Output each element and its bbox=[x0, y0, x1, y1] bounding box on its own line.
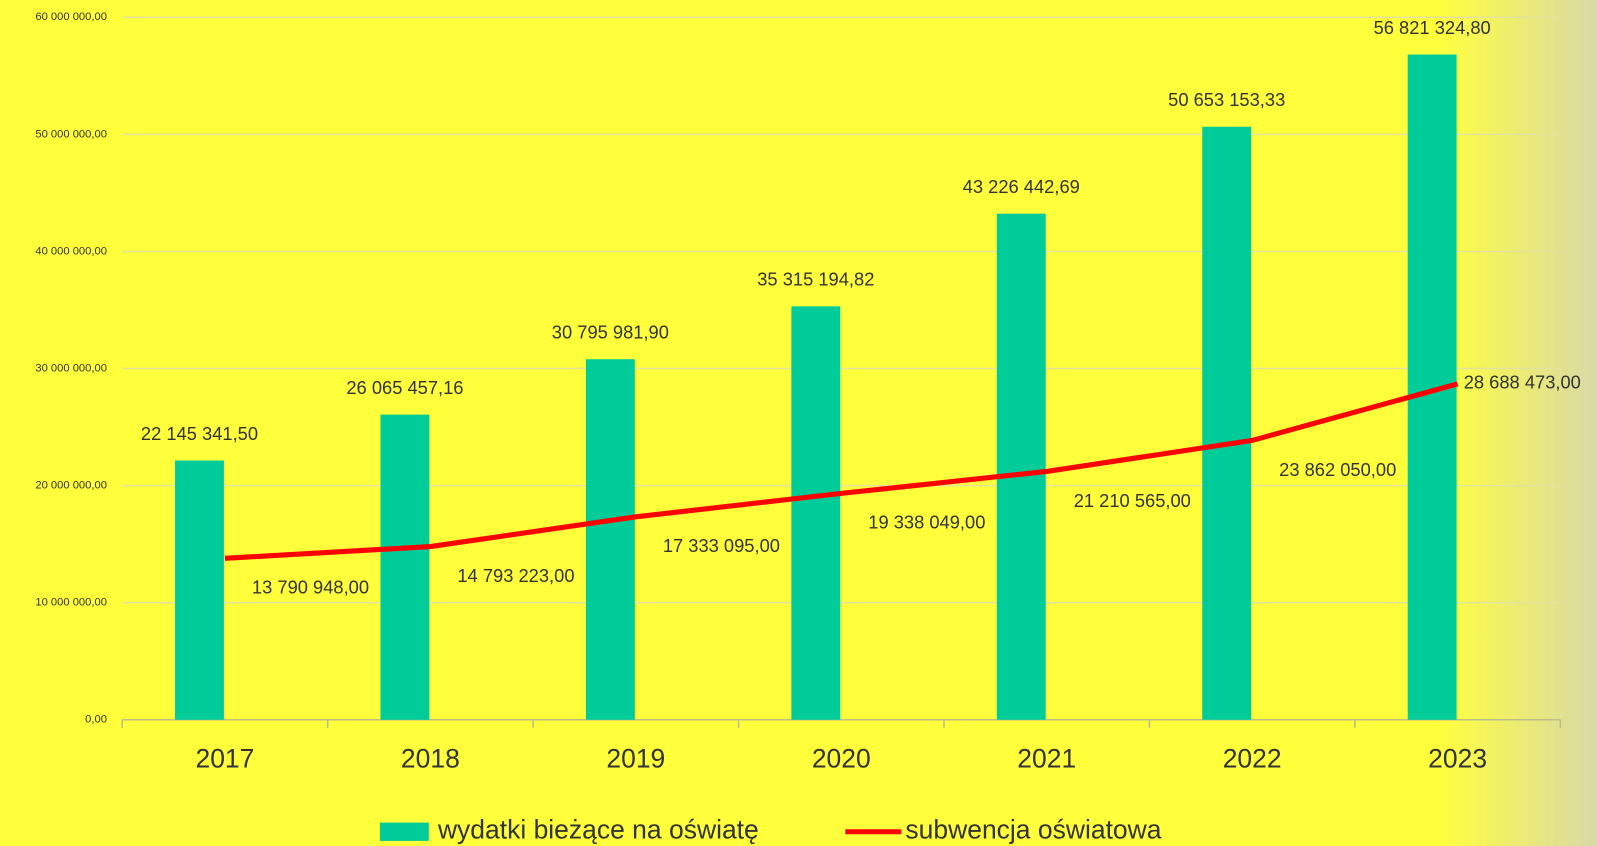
line-value-label: 14 793 223,00 bbox=[457, 565, 574, 586]
legend-swatch bbox=[379, 822, 429, 841]
line-value-label: 13 790 948,00 bbox=[252, 577, 369, 598]
bar-value-label: 26 065 457,16 bbox=[346, 377, 463, 398]
line-value-label: 28 688 473,00 bbox=[1464, 372, 1581, 393]
x-tick-label: 2022 bbox=[1223, 743, 1282, 773]
bar-value-label: 35 315 194,82 bbox=[757, 269, 874, 290]
y-tick-label: 10 000 000,00 bbox=[35, 597, 107, 609]
bar bbox=[175, 460, 224, 720]
line bbox=[224, 381, 1459, 561]
y-tick-label: 50 000 000,00 bbox=[35, 128, 107, 140]
bar bbox=[585, 359, 635, 720]
bar bbox=[996, 213, 1046, 720]
bar bbox=[791, 306, 841, 720]
x-tick-label: 2019 bbox=[606, 743, 665, 773]
bar-value-label: 30 795 981,90 bbox=[552, 322, 669, 343]
bar bbox=[380, 414, 430, 720]
y-tick-label: 60 000 000,00 bbox=[35, 11, 107, 23]
x-tick-label: 2020 bbox=[812, 743, 871, 773]
y-tick-label: 40 000 000,00 bbox=[35, 245, 107, 257]
x-tick-label: 2023 bbox=[1428, 743, 1487, 773]
y-tick-label: 20 000 000,00 bbox=[35, 480, 107, 492]
bar-value-label: 22 145 341,50 bbox=[141, 423, 258, 444]
x-tick-label: 2018 bbox=[401, 743, 460, 773]
bar-value-label: 50 653 153,33 bbox=[1168, 89, 1285, 110]
bar-value-label: 43 226 442,69 bbox=[963, 176, 1080, 197]
line-value-label: 19 338 049,00 bbox=[868, 512, 985, 533]
bar-value-label: 56 821 324,80 bbox=[1374, 17, 1491, 38]
x-tick-label: 2021 bbox=[1017, 743, 1076, 773]
line-value-label: 21 210 565,00 bbox=[1074, 490, 1191, 511]
line-value-label: 23 862 050,00 bbox=[1279, 459, 1396, 480]
y-tick-label: 0,00 bbox=[85, 714, 107, 726]
legend-label: wydatki bieżące na oświatę bbox=[437, 815, 759, 845]
x-tick-label: 2017 bbox=[195, 743, 254, 773]
bar bbox=[1202, 126, 1252, 720]
y-tick-label: 30 000 000,00 bbox=[35, 362, 107, 374]
line-value-label: 17 333 095,00 bbox=[663, 535, 780, 556]
legend-label: subwencja oświatowa bbox=[905, 815, 1161, 845]
